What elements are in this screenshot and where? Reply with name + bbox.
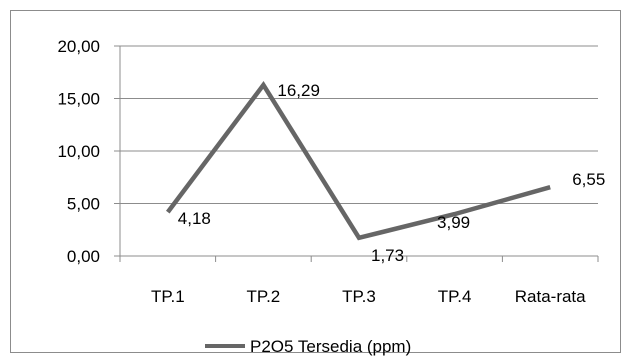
legend: P2O5 Tersedia (ppm): [205, 337, 411, 356]
axes: [114, 45, 599, 262]
x-tick-labels: TP.1 TP.2 TP.3 TP.4 Rata-rata: [151, 287, 586, 306]
legend-label: P2O5 Tersedia (ppm): [250, 337, 411, 356]
y-tick-label: 15,00: [57, 90, 100, 109]
y-tick-labels: 0,00 5,00 10,00 15,00 20,00: [57, 37, 100, 266]
y-tick-label: 5,00: [67, 195, 100, 214]
x-tick-label: TP.3: [342, 287, 376, 306]
x-tick-label: TP.2: [247, 287, 281, 306]
chart-frame: [10, 10, 621, 353]
x-tick-label: Rata-rata: [515, 287, 586, 306]
y-tick-label: 0,00: [67, 247, 100, 266]
series-lines: [166, 80, 551, 241]
data-label: 4,18: [178, 209, 211, 228]
data-label: 3,99: [437, 213, 470, 232]
x-tick-label: TP.1: [151, 287, 185, 306]
y-tick-label: 10,00: [57, 142, 100, 161]
series-line: [166, 80, 551, 241]
y-tick-label: 20,00: [57, 37, 100, 56]
x-tick-label: TP.4: [438, 287, 472, 306]
data-label: 1,73: [371, 246, 404, 265]
gridlines: [120, 45, 598, 204]
data-label: 6,55: [572, 170, 605, 189]
data-label: 16,29: [277, 81, 320, 100]
data-labels: 4,18 16,29 1,73 3,99 6,55: [178, 81, 605, 265]
